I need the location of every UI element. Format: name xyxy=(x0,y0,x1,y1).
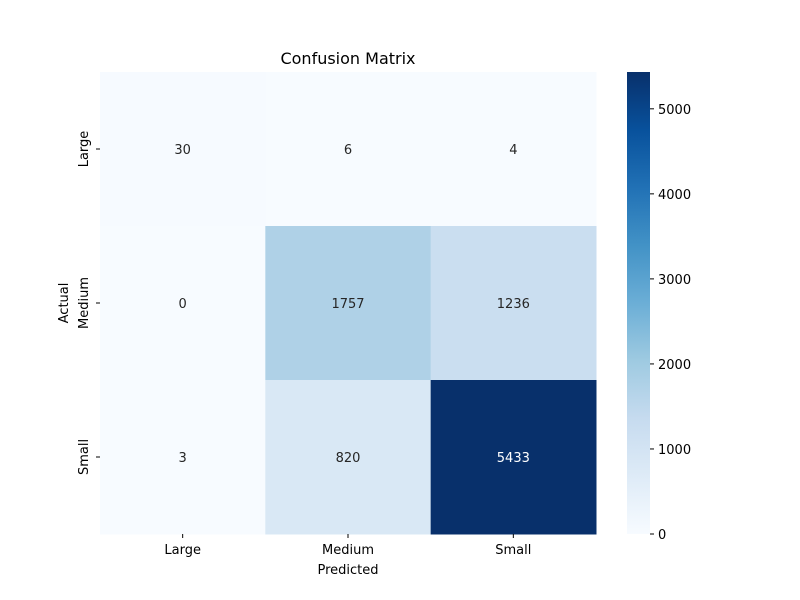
cell-value-label: 30 xyxy=(174,143,191,158)
colorbar-tick-label: 3000 xyxy=(658,273,691,288)
colorbar-tick-label: 1000 xyxy=(658,443,691,458)
cell-value-label: 1757 xyxy=(331,297,364,312)
y-axis-label: Actual xyxy=(57,283,72,324)
x-axis-label: Predicted xyxy=(317,563,378,578)
x-tick-label: Small xyxy=(495,543,531,558)
heatmap-cells xyxy=(100,72,597,535)
colorbar xyxy=(627,72,650,534)
cell-value-label: 820 xyxy=(336,451,361,466)
heatmap-cell xyxy=(100,380,266,535)
cell-value-label: 6 xyxy=(344,143,352,158)
heatmap-cell xyxy=(430,380,597,535)
heatmap-cell xyxy=(100,72,266,227)
colorbar-tick-label: 4000 xyxy=(658,188,691,203)
heatmap-cell xyxy=(430,72,597,227)
y-tick-label: Medium xyxy=(77,277,92,329)
heatmap-cell xyxy=(265,72,432,227)
heatmap-cell xyxy=(265,226,432,381)
chart-title: Confusion Matrix xyxy=(280,49,415,68)
cell-value-label: 5433 xyxy=(497,451,530,466)
y-axis-ticks: Large Medium Small xyxy=(77,131,100,475)
cell-value-label: 0 xyxy=(179,297,187,312)
cell-value-label: 3 xyxy=(179,451,187,466)
y-tick-label: Small xyxy=(77,439,92,475)
y-tick-label: Large xyxy=(77,131,92,168)
colorbar-ticks: 0 1000 2000 3000 4000 5000 xyxy=(650,103,691,543)
heatmap-cell xyxy=(430,226,597,381)
heatmap-cell-labels: 30 6 4 0 1757 1236 3 820 5433 xyxy=(174,143,529,466)
heatmap-cell xyxy=(265,380,432,535)
colorbar-tick-label: 5000 xyxy=(658,103,691,118)
colorbar-tick-label: 0 xyxy=(658,528,666,543)
cell-value-label: 1236 xyxy=(497,297,530,312)
x-tick-label: Medium xyxy=(322,543,374,558)
x-tick-label: Large xyxy=(164,543,201,558)
cell-value-label: 4 xyxy=(509,143,517,158)
heatmap-cell xyxy=(100,226,266,381)
colorbar-tick-label: 2000 xyxy=(658,358,691,373)
x-axis-ticks: Large Medium Small xyxy=(164,534,531,558)
